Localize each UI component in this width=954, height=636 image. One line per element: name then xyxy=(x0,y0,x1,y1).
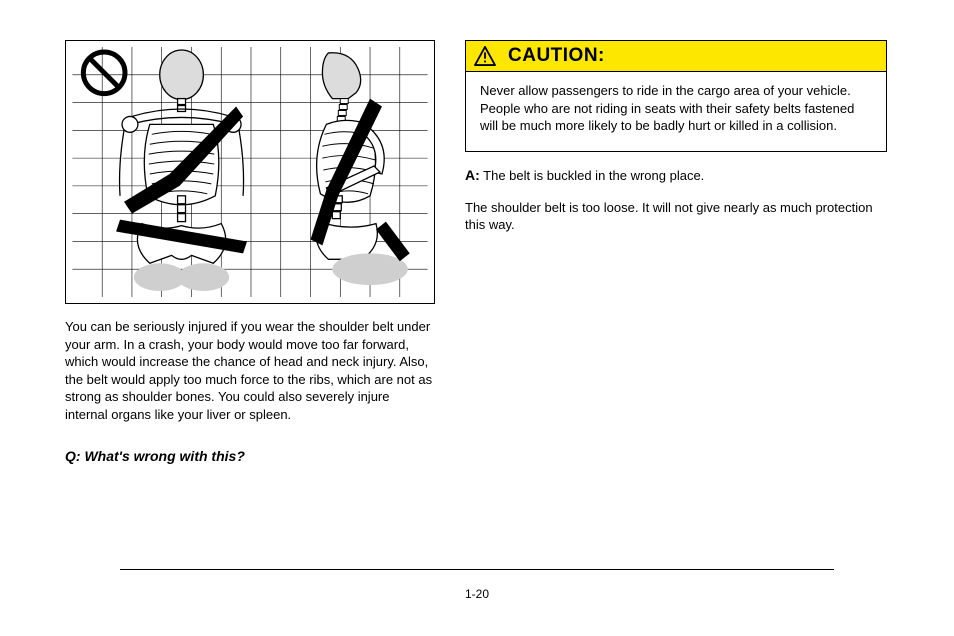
skeleton-svg xyxy=(72,47,428,297)
answer-label: A: xyxy=(465,167,480,183)
answer-paragraph: A: The belt is buckled in the wrong plac… xyxy=(465,166,885,185)
right-paragraph: The shoulder belt is too loose. It will … xyxy=(465,199,885,234)
caution-body: Never allow passengers to ride in the ca… xyxy=(466,72,886,151)
warning-triangle-icon xyxy=(474,46,496,66)
caution-label: CAUTION: xyxy=(508,45,605,67)
page-number: 1-20 xyxy=(0,587,954,601)
caution-box: CAUTION: Never allow passengers to ride … xyxy=(465,40,887,152)
left-paragraph: You can be seriously injured if you wear… xyxy=(65,318,435,423)
seatbelt-illustration xyxy=(65,40,435,304)
footer-rule xyxy=(120,569,834,570)
caution-header: CAUTION: xyxy=(466,41,886,72)
answer-body: The belt is buckled in the wrong place. xyxy=(483,168,704,183)
question-text: Q: What's wrong with this? xyxy=(65,447,435,465)
